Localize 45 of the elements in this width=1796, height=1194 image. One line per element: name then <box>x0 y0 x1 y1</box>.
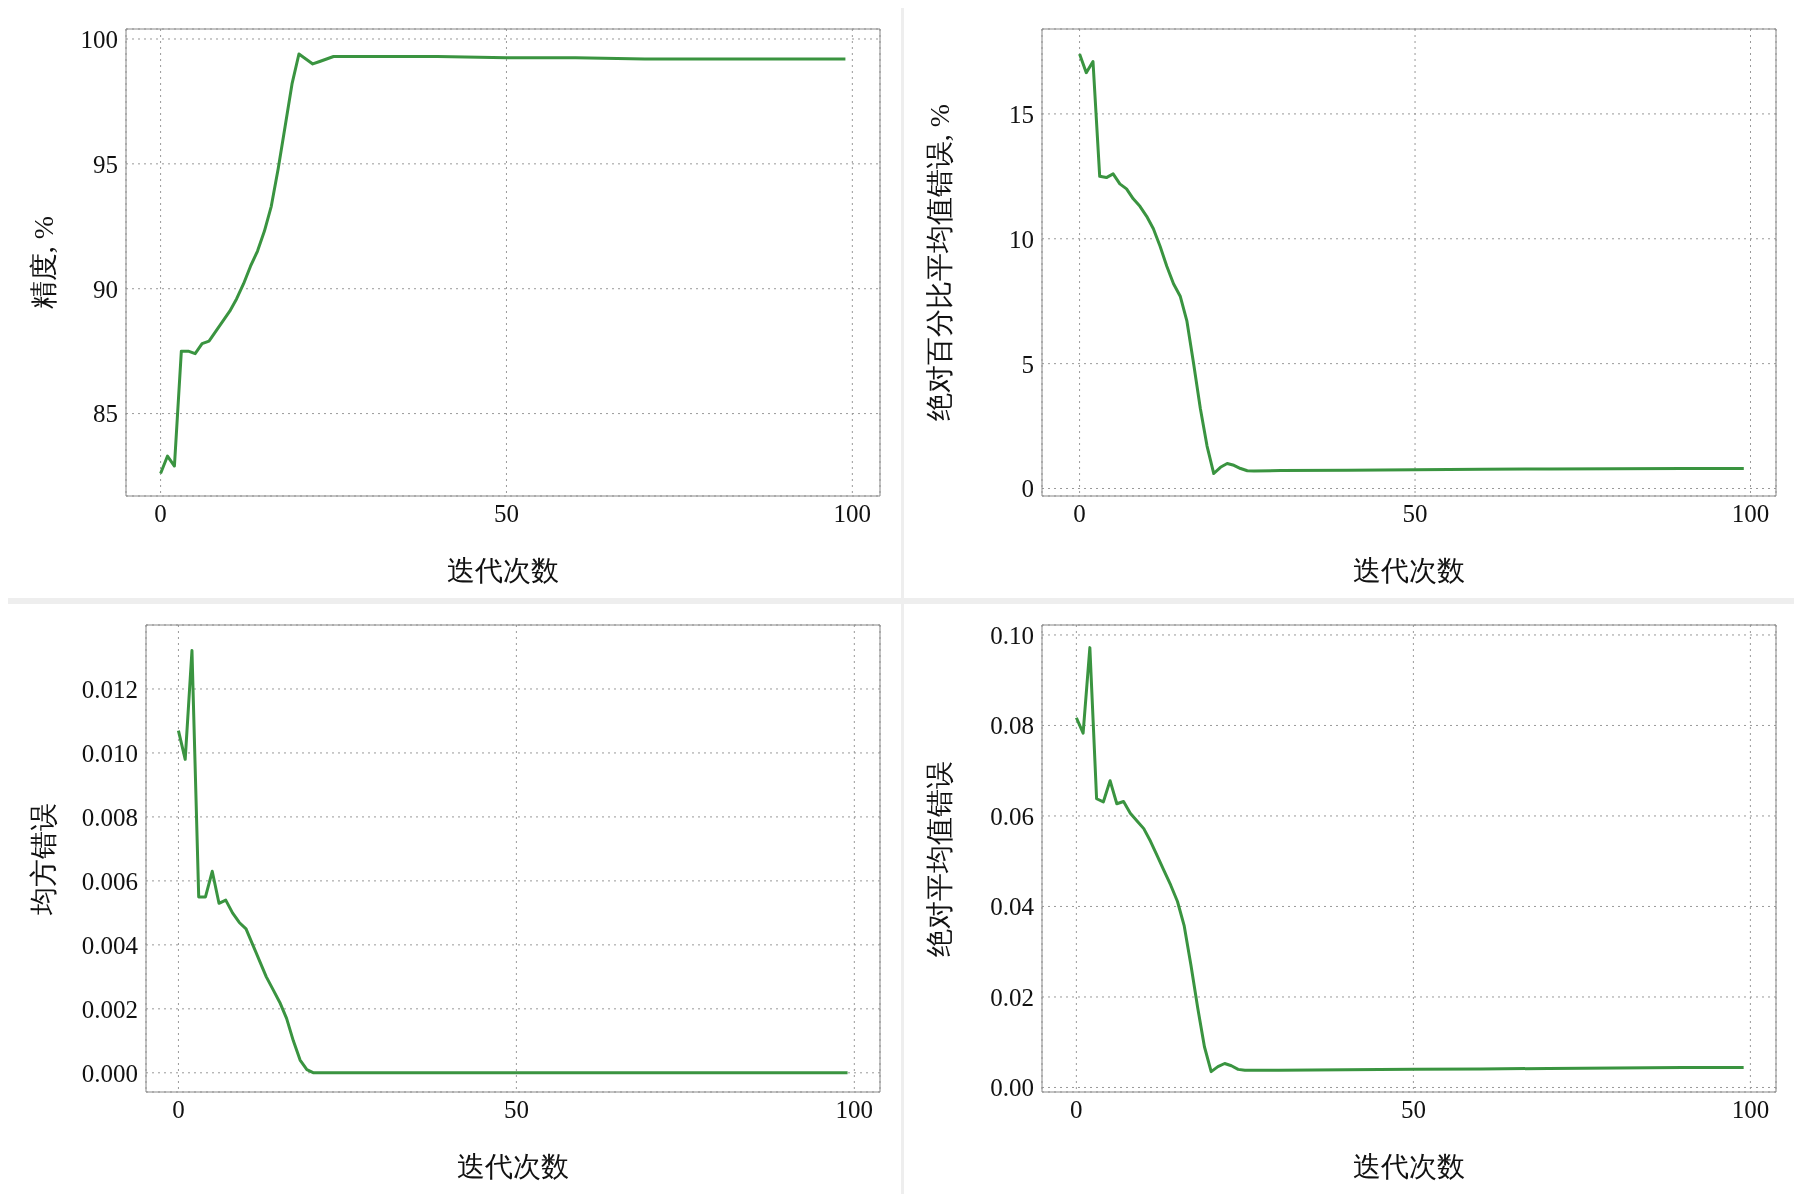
y-tick-label: 0.02 <box>990 983 1034 1011</box>
y-tick-label: 10 <box>1009 225 1034 253</box>
y-tick-label: 0.010 <box>81 739 138 767</box>
y-tick-label: 15 <box>1009 100 1034 128</box>
y-tick-label: 0.00 <box>990 1074 1034 1102</box>
y-axis-title: 绝对平均值错误 <box>923 760 955 957</box>
y-tick-label: 0.10 <box>990 621 1034 649</box>
x-tick-label: 50 <box>503 1095 529 1123</box>
y-tick-label: 0.002 <box>81 995 138 1023</box>
x-axis-title: 迭代次数 <box>1353 555 1465 586</box>
x-tick-label: 100 <box>833 499 872 527</box>
x-tick-label: 100 <box>1731 1095 1770 1123</box>
y-tick-label: 85 <box>93 400 118 428</box>
y-tick-label: 0.004 <box>81 931 139 959</box>
line-series <box>1078 52 1746 476</box>
y-tick-label: 0.06 <box>990 802 1034 830</box>
x-tick-label: 0 <box>154 499 167 527</box>
x-tick-label: 100 <box>1731 499 1770 527</box>
y-tick-label: 0.008 <box>81 803 138 831</box>
y-axis-title: 均方错误 <box>27 802 59 916</box>
y-axis-title: 绝对百分比平均值错误, % <box>923 103 955 422</box>
y-tick-label: 0.006 <box>81 867 138 895</box>
y-tick-label: 5 <box>1021 350 1034 378</box>
x-tick-label: 50 <box>493 499 519 527</box>
x-tick-label: 0 <box>1073 499 1086 527</box>
y-tick-label: 0.04 <box>990 893 1035 921</box>
y-tick-label: 100 <box>80 25 118 53</box>
line-series <box>1074 646 1746 1074</box>
line-series <box>159 52 847 476</box>
y-tick-label: 0.08 <box>990 712 1034 740</box>
x-tick-label: 100 <box>835 1095 874 1123</box>
x-axis-title: 迭代次数 <box>457 1151 569 1182</box>
x-tick-label: 50 <box>1402 499 1428 527</box>
y-tick-label: 0 <box>1021 475 1034 503</box>
x-tick-label: 50 <box>1400 1095 1426 1123</box>
y-tick-label: 90 <box>93 275 118 303</box>
y-axis-title: 精度, % <box>27 215 59 310</box>
x-axis-title: 迭代次数 <box>447 555 559 586</box>
x-tick-label: 0 <box>172 1095 185 1123</box>
x-tick-label: 0 <box>1070 1095 1083 1123</box>
line-series <box>176 649 850 1075</box>
y-tick-label: 95 <box>93 150 118 178</box>
y-tick-label: 0.000 <box>81 1059 138 1087</box>
x-axis-title: 迭代次数 <box>1353 1151 1465 1182</box>
y-tick-label: 0.012 <box>81 675 138 703</box>
